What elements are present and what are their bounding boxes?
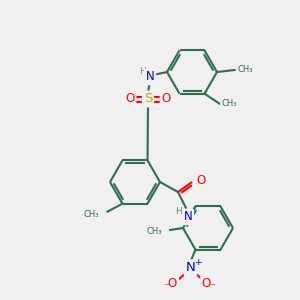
Text: O: O — [161, 92, 171, 104]
Text: CH₃: CH₃ — [237, 65, 253, 74]
Text: N: N — [186, 261, 195, 274]
Text: CH₃: CH₃ — [84, 210, 100, 219]
Text: S: S — [144, 92, 152, 106]
Text: ⁻: ⁻ — [164, 283, 169, 293]
Text: O: O — [202, 277, 211, 290]
Text: H: H — [175, 208, 182, 217]
Text: +: + — [194, 258, 201, 267]
Text: CH₃: CH₃ — [221, 99, 237, 108]
Text: N: N — [146, 70, 154, 83]
Text: O: O — [168, 277, 177, 290]
Text: CH₃: CH₃ — [146, 227, 162, 236]
Text: H: H — [140, 68, 146, 76]
Text: ⁻: ⁻ — [210, 283, 215, 293]
Text: N: N — [184, 211, 192, 224]
Text: O: O — [196, 173, 205, 187]
Text: O: O — [125, 92, 135, 104]
